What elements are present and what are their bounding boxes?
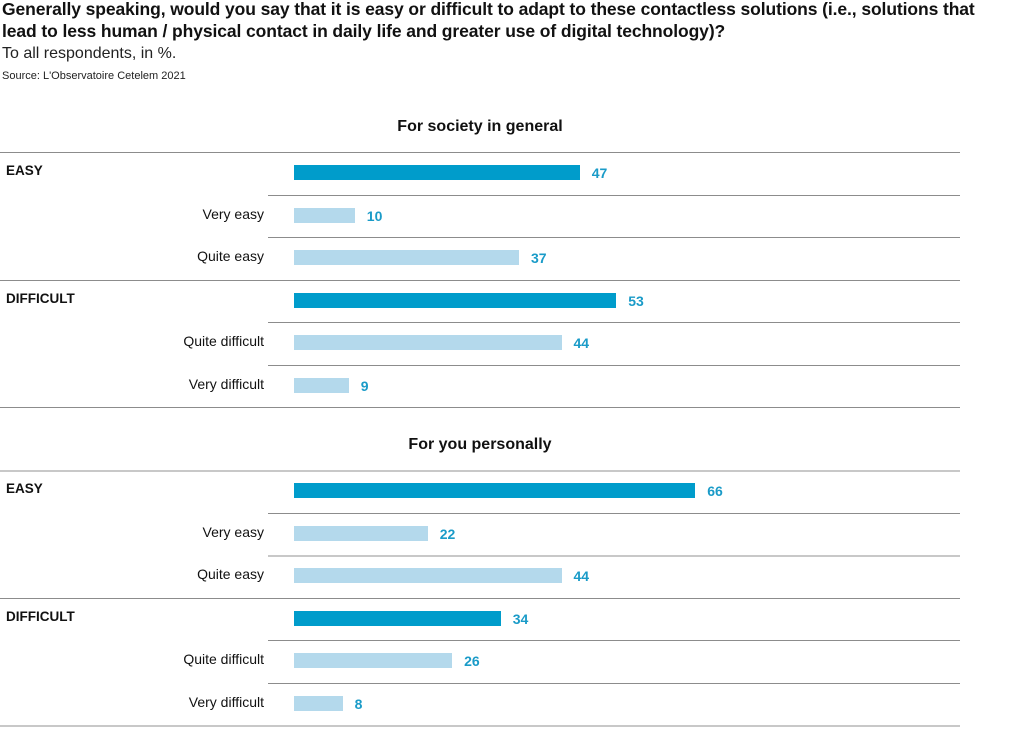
data-label: 37 <box>530 250 547 267</box>
panel-top-divider <box>0 470 960 472</box>
category-label: Very easy <box>202 205 264 222</box>
data-label: 22 <box>439 525 456 542</box>
bar <box>294 610 501 626</box>
row-divider <box>268 555 960 557</box>
chart-title: Generally speaking, would you say that i… <box>2 0 975 41</box>
row-divider <box>0 597 960 599</box>
data-label: 9 <box>360 377 369 394</box>
row-divider <box>0 725 960 727</box>
row-divider <box>268 194 960 196</box>
row-divider <box>0 279 960 281</box>
panel-title: For you personally <box>408 436 552 453</box>
bar <box>294 250 519 266</box>
bar <box>294 377 349 393</box>
category-label: Quite easy <box>197 248 264 265</box>
data-label: 66 <box>707 483 723 500</box>
group-label: DIFFICULT <box>6 290 75 306</box>
row-divider <box>268 364 960 366</box>
data-label: 47 <box>591 165 608 182</box>
bar <box>294 568 562 584</box>
chart-subtitle: To all respondents, in %. <box>2 45 177 62</box>
bar <box>294 207 355 223</box>
data-label: 44 <box>573 568 590 585</box>
group-label: DIFFICULT <box>6 608 75 624</box>
bar <box>294 695 343 711</box>
row-divider <box>268 640 960 641</box>
row-divider <box>0 407 960 408</box>
bar <box>294 165 580 181</box>
data-label: 34 <box>512 610 529 627</box>
data-label: 53 <box>628 292 644 309</box>
category-label: Very difficult <box>188 693 264 710</box>
group-label: EASY <box>6 481 43 497</box>
data-label: 10 <box>366 207 383 224</box>
category-label: Quite easy <box>197 566 264 583</box>
panel-title: For society in general <box>397 118 563 135</box>
category-label: Very difficult <box>188 375 264 392</box>
data-label: 8 <box>354 695 363 712</box>
chart-source: Source: L'Observatoire Cetelem 2021 <box>2 70 186 82</box>
bar <box>294 292 617 308</box>
category-label: Very easy <box>202 523 264 540</box>
panel-top-divider <box>0 152 960 153</box>
data-label: 44 <box>573 335 590 352</box>
row-divider <box>268 237 960 238</box>
data-label: 26 <box>464 653 480 670</box>
category-label: Quite difficult <box>183 651 264 668</box>
bar <box>294 335 562 351</box>
bar <box>294 653 453 669</box>
category-label: Quite difficult <box>183 333 264 350</box>
row-divider <box>268 322 960 323</box>
row-divider <box>268 512 960 514</box>
bar <box>294 483 696 499</box>
group-label: EASY <box>6 163 43 179</box>
row-divider <box>268 682 960 684</box>
bar <box>294 525 428 541</box>
